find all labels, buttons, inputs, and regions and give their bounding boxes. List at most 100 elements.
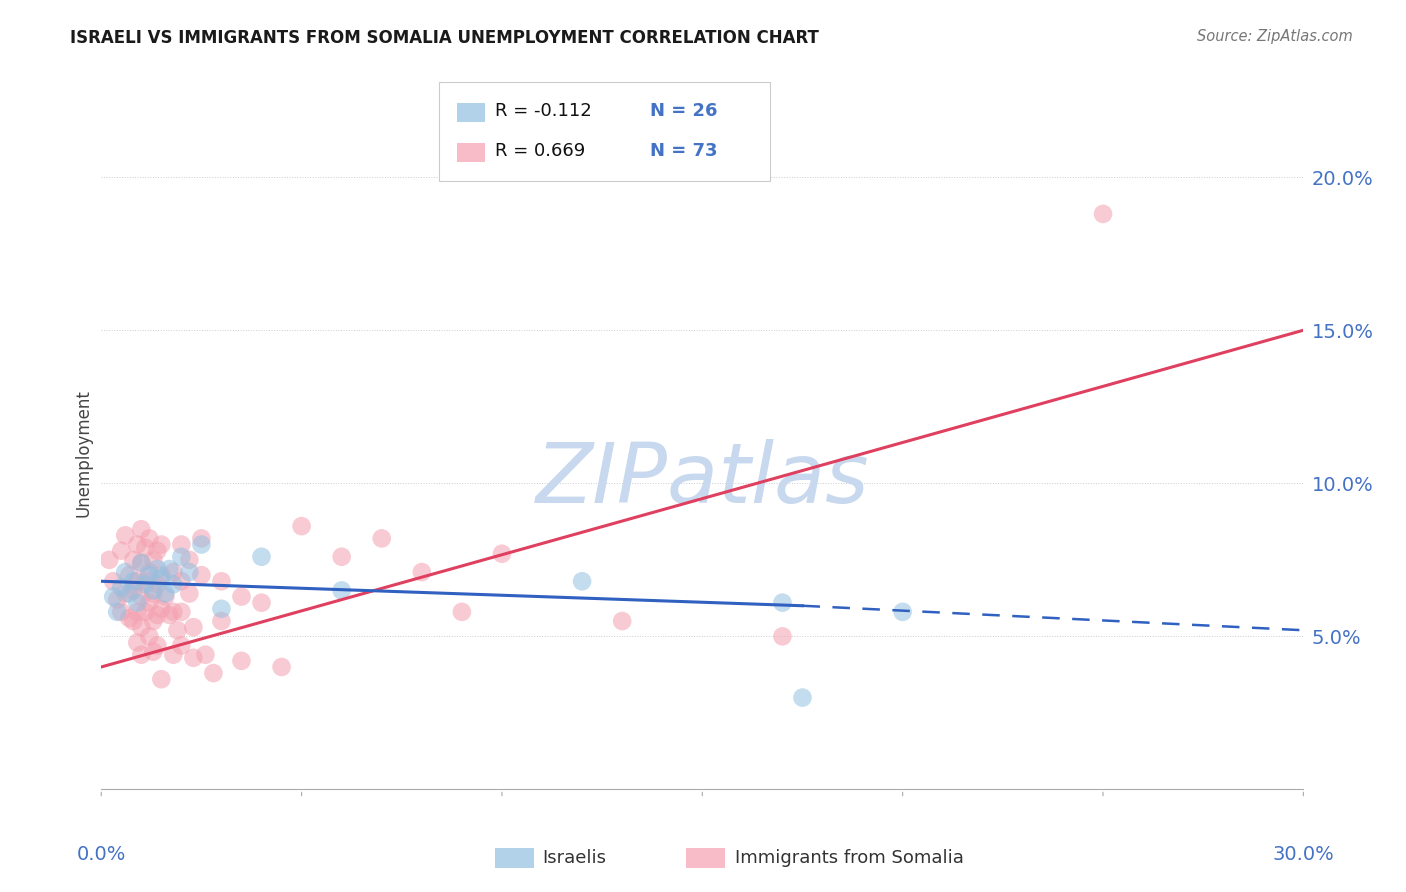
Point — [114, 586, 136, 600]
Point — [138, 596, 160, 610]
Text: R = 0.669: R = 0.669 — [495, 142, 585, 160]
Point — [142, 553, 165, 567]
Point — [127, 605, 149, 619]
Point — [114, 528, 136, 542]
Point — [612, 614, 634, 628]
Point — [122, 553, 145, 567]
Point — [270, 660, 292, 674]
Point — [98, 553, 121, 567]
Point — [138, 532, 160, 546]
Point — [146, 543, 169, 558]
Point — [772, 596, 794, 610]
Y-axis label: Unemployment: Unemployment — [75, 389, 93, 516]
Point — [150, 672, 173, 686]
Point — [1092, 207, 1115, 221]
Point — [127, 596, 149, 610]
Point — [103, 590, 125, 604]
Point — [491, 547, 513, 561]
Point — [772, 629, 794, 643]
Point — [179, 586, 201, 600]
Point — [131, 648, 153, 662]
Point — [118, 568, 141, 582]
Text: R = -0.112: R = -0.112 — [495, 102, 592, 120]
Point — [110, 605, 132, 619]
Point — [131, 522, 153, 536]
Point — [157, 607, 180, 622]
Point — [118, 586, 141, 600]
Point — [190, 568, 212, 582]
Point — [179, 565, 201, 579]
Point — [179, 553, 201, 567]
Point — [122, 614, 145, 628]
Point — [231, 590, 253, 604]
Point — [170, 574, 193, 589]
Point — [138, 568, 160, 582]
Point — [231, 654, 253, 668]
Point — [891, 605, 914, 619]
Point — [371, 532, 394, 546]
Point — [146, 577, 169, 591]
Point — [170, 549, 193, 564]
Point — [194, 648, 217, 662]
Text: N = 73: N = 73 — [650, 142, 717, 160]
Point — [146, 607, 169, 622]
Point — [146, 562, 169, 576]
Point — [202, 666, 225, 681]
Point — [190, 532, 212, 546]
Point — [211, 602, 233, 616]
Point — [122, 583, 145, 598]
Point — [138, 629, 160, 643]
Point — [142, 645, 165, 659]
Point — [162, 648, 184, 662]
Point — [142, 586, 165, 600]
Point — [103, 574, 125, 589]
Point — [150, 537, 173, 551]
Point — [122, 574, 145, 589]
Point — [142, 583, 165, 598]
Point — [142, 614, 165, 628]
Point — [131, 620, 153, 634]
Point — [110, 543, 132, 558]
Point — [250, 596, 273, 610]
Point — [127, 537, 149, 551]
Point — [211, 614, 233, 628]
Point — [150, 602, 173, 616]
Point — [138, 565, 160, 579]
Point — [170, 537, 193, 551]
Point — [190, 537, 212, 551]
Point — [134, 574, 156, 589]
Point — [183, 650, 205, 665]
Point — [105, 605, 128, 619]
Point — [411, 565, 433, 579]
Point — [250, 549, 273, 564]
Point — [291, 519, 314, 533]
Text: Israelis: Israelis — [543, 849, 607, 867]
Point — [134, 541, 156, 555]
Point — [330, 583, 353, 598]
Point — [134, 605, 156, 619]
Text: Immigrants from Somalia: Immigrants from Somalia — [735, 849, 965, 867]
Point — [150, 571, 173, 585]
Point — [162, 605, 184, 619]
Point — [792, 690, 814, 705]
Point — [155, 590, 177, 604]
Point — [211, 574, 233, 589]
Point — [451, 605, 474, 619]
Point — [131, 556, 153, 570]
Point — [162, 565, 184, 579]
Point — [155, 586, 177, 600]
Point — [166, 624, 188, 638]
Point — [127, 635, 149, 649]
Point — [330, 549, 353, 564]
Point — [105, 592, 128, 607]
Point — [170, 605, 193, 619]
Point — [146, 639, 169, 653]
Text: ISRAELI VS IMMIGRANTS FROM SOMALIA UNEMPLOYMENT CORRELATION CHART: ISRAELI VS IMMIGRANTS FROM SOMALIA UNEMP… — [70, 29, 820, 46]
Text: 30.0%: 30.0% — [1272, 845, 1334, 863]
Point — [114, 565, 136, 579]
Point — [162, 577, 184, 591]
Text: N = 26: N = 26 — [650, 102, 717, 120]
Point — [110, 581, 132, 595]
Point — [118, 611, 141, 625]
Point — [571, 574, 593, 589]
